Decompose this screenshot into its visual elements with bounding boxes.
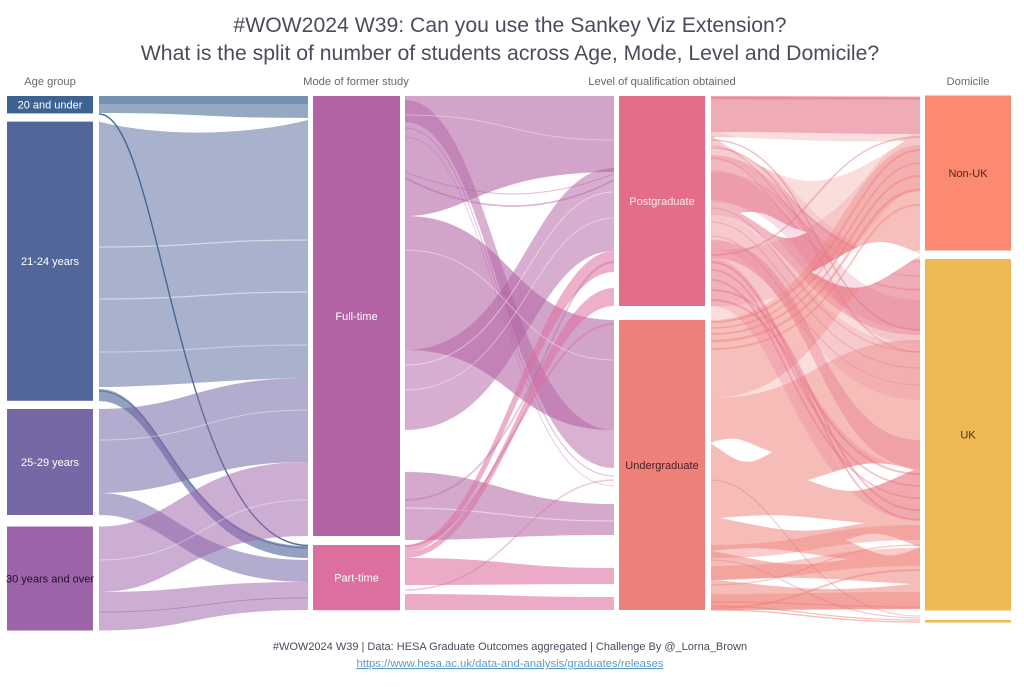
svg-text:25-29 years: 25-29 years bbox=[21, 457, 80, 469]
svg-text:20 and under: 20 and under bbox=[18, 100, 83, 112]
svg-text:#WOW2024 W39: Can you use the: #WOW2024 W39: Can you use the Sankey Viz… bbox=[233, 14, 786, 37]
svg-text:Undergraduate: Undergraduate bbox=[625, 460, 698, 472]
svg-text:Postgraduate: Postgraduate bbox=[629, 196, 694, 208]
svg-text:Full-time: Full-time bbox=[335, 311, 377, 323]
svg-text:30 years and over: 30 years and over bbox=[6, 573, 94, 585]
svg-text:Non-UK: Non-UK bbox=[948, 168, 988, 180]
svg-text:Mode of former study: Mode of former study bbox=[303, 76, 409, 88]
svg-text:Level of qualification obtaine: Level of qualification obtained bbox=[588, 76, 735, 88]
svg-text:Part-time: Part-time bbox=[334, 573, 379, 585]
svg-text:21-24 years: 21-24 years bbox=[21, 256, 80, 268]
svg-text:What is the split of number of: What is the split of number of students … bbox=[141, 42, 879, 65]
svg-text:UK: UK bbox=[960, 430, 976, 442]
svg-text:Age group: Age group bbox=[24, 76, 76, 88]
svg-text:Domicile: Domicile bbox=[947, 76, 990, 88]
svg-text:#WOW2024 W39 | Data: HESA Grad: #WOW2024 W39 | Data: HESA Graduate Outco… bbox=[273, 641, 747, 653]
svg-text:https://www.hesa.ac.uk/data-an: https://www.hesa.ac.uk/data-and-analysis… bbox=[356, 658, 663, 670]
